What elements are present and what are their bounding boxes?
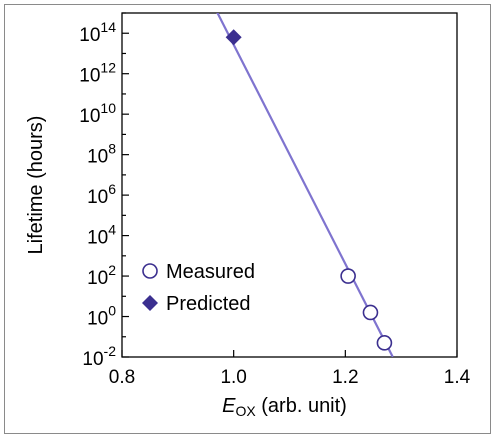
x-tick-label: 1.2 (332, 367, 358, 388)
x-tick-label: 1.0 (220, 367, 246, 388)
y-tick-label: 100 (87, 303, 116, 330)
x-axis-title-unit: (arb. unit) (256, 395, 347, 417)
y-tick-label: 102 (87, 262, 116, 289)
y-axis-title: Lifetime (hours) (25, 116, 47, 255)
measured-point (362, 304, 379, 321)
y-tick-label: 108 (87, 141, 116, 168)
x-axis-title-subscript: OX (235, 403, 256, 419)
legend-measured-marker (142, 263, 158, 279)
legend: Measured Predicted (142, 261, 255, 315)
x-axis-title-symbol: E (222, 395, 236, 417)
x-tick-label: 1.4 (444, 367, 471, 388)
fit-line (216, 13, 394, 357)
x-axis-ticks: 0.8 1.0 1.2 1.4 (109, 350, 471, 388)
legend-predicted-marker (142, 295, 158, 311)
plot-area (121, 12, 458, 358)
legend-predicted-label: Predicted (166, 293, 251, 315)
measured-point (340, 268, 356, 284)
y-tick-label: 104 (87, 222, 116, 249)
data-markers (225, 29, 393, 351)
y-axis-ticks: 10-2 100 102 104 106 108 1010 1012 1014 (79, 12, 129, 370)
predicted-point (225, 29, 242, 46)
y-tick-label: 10-2 (82, 343, 116, 370)
x-axis-title: EOX (arb. unit) (222, 395, 347, 419)
y-tick-label: 1012 (79, 60, 116, 87)
legend-measured-label: Measured (166, 261, 255, 283)
figure-frame (4, 4, 491, 434)
measured-point (376, 335, 393, 351)
y-tick-label: 106 (87, 181, 116, 208)
y-tick-label: 1010 (79, 100, 116, 127)
y-tick-label: 1014 (79, 19, 116, 46)
x-tick-label: 0.8 (109, 367, 135, 388)
